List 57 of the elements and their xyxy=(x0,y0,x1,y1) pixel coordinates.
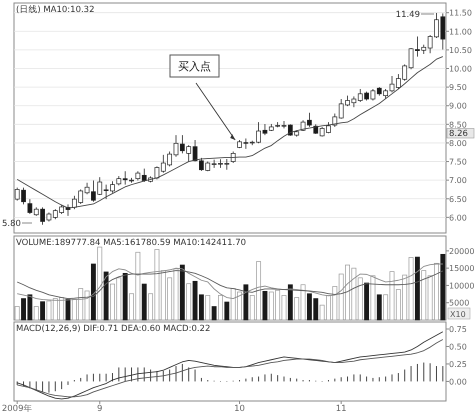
chart-title: (日线) MA10:10.32 xyxy=(16,4,94,15)
y-tick-label: 9.50 xyxy=(449,83,467,92)
line-series xyxy=(16,270,444,300)
bar xyxy=(440,254,446,320)
y-tick-label: 15000 xyxy=(449,264,474,274)
y-tick-label: 11.00 xyxy=(449,27,472,36)
y-tick-label: 5000 xyxy=(449,298,470,308)
y-tick-label: 10000 xyxy=(449,281,474,290)
bar xyxy=(142,284,147,320)
line-series xyxy=(16,264,444,301)
bar xyxy=(34,306,39,320)
bar xyxy=(224,302,230,320)
x-tick-label: 10 xyxy=(234,404,245,412)
bar xyxy=(122,272,128,320)
y-tick-label: 10.00 xyxy=(449,64,472,74)
bar xyxy=(243,284,248,320)
bar xyxy=(90,264,96,320)
annotation: 买入点 xyxy=(178,60,211,73)
y-tick-label: 7.00 xyxy=(449,176,467,186)
y-tick-label: 0.75 xyxy=(449,324,467,334)
bar xyxy=(186,283,192,320)
bar xyxy=(288,284,293,320)
bar xyxy=(40,301,46,320)
y-tick-label: 6.00 xyxy=(449,213,467,222)
bar xyxy=(262,290,268,320)
candlestick xyxy=(129,178,134,184)
x-tick-label: 2009年 xyxy=(2,403,32,412)
bar xyxy=(66,298,70,320)
bar xyxy=(376,294,382,320)
line-series xyxy=(16,56,444,209)
y-tick-label: 0.00 xyxy=(449,377,467,386)
y-tick-label: 9.00 xyxy=(449,102,467,111)
text: X10 xyxy=(450,310,466,319)
text: 8.26 xyxy=(449,129,468,139)
bar xyxy=(104,272,109,320)
y-tick-label: 11.50 xyxy=(449,8,472,18)
annotation: 11.49 xyxy=(396,10,420,20)
x-tick-label: 9 xyxy=(97,404,102,412)
bar xyxy=(14,306,20,320)
y-tick-label: 0.25 xyxy=(449,360,467,369)
bar xyxy=(205,295,210,320)
y-tick-label: 10.50 xyxy=(449,46,472,55)
bar xyxy=(212,306,217,320)
chart-title: VOLUME:189777.84 MA5:161780.59 MA10:142411.70 xyxy=(16,238,246,248)
bar xyxy=(180,264,185,320)
x-tick-label: 11 xyxy=(336,404,347,412)
bar xyxy=(364,282,370,320)
y-tick-label: 20000 xyxy=(449,246,474,256)
y-tick-label: 6.50 xyxy=(449,194,467,204)
bar xyxy=(370,275,376,320)
y-tick-label: 7.50 xyxy=(449,158,467,167)
bar xyxy=(218,295,223,320)
bar xyxy=(414,256,420,320)
y-tick-label: 0.50 xyxy=(449,342,467,352)
chart-title: MACD(12,26,9) DIF:0.71 DEA:0.60 MACD:0.22 xyxy=(16,324,210,334)
y-tick-label: 8.50 xyxy=(449,120,467,130)
y-tick-label: 8.00 xyxy=(449,138,467,148)
